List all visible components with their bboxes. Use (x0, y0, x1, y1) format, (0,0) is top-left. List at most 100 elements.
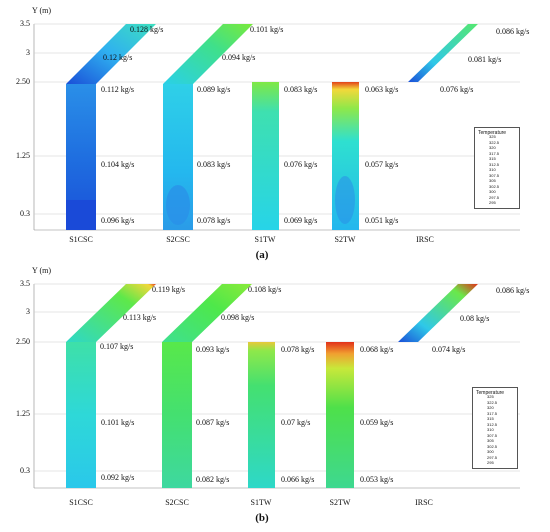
legend-tick-label: 297.5 (487, 454, 498, 460)
flow-rate-label: 0.092 kg/s (101, 473, 135, 482)
flow-rate-label: 0.113 kg/s (123, 313, 157, 322)
legend-tick-label: 312.5 (487, 421, 498, 427)
legend-tick-label: 312.5 (489, 161, 500, 167)
y-tick-label: 3.5 (20, 279, 30, 288)
s2csc-inclined-channel (162, 284, 252, 342)
legend-tick-label: 300 (489, 189, 496, 194)
s2csc-inclined-channel (163, 24, 253, 84)
flow-rate-label: 0.083 kg/s (197, 160, 231, 169)
flow-rate-label: 0.093 kg/s (196, 345, 230, 354)
temperature-contour-plot-a (33, 23, 520, 231)
s1csc-inclined-channel (66, 24, 156, 84)
flow-rate-label: 0.098 kg/s (221, 313, 255, 322)
y-tick-label: 0.3 (20, 466, 30, 475)
temperature-legend-a: Temperature 325 322.5 320 317.5 315 312.5 310 3… (474, 127, 520, 209)
legend-tick-label: 315 (487, 416, 494, 421)
flow-rate-label: 0.096 kg/s (101, 216, 135, 225)
flow-rate-label: 0.066 kg/s (281, 475, 315, 484)
figure-panel-a: Y (m) 3.5 3 2.50 1.25 0.3 0.128 kg/s 0.1… (16, 6, 530, 261)
temperature-legend-b: Temperature 325 322.5 320 317.5 315 312.5 310 3… (472, 387, 518, 469)
flow-rate-label: 0.078 kg/s (281, 345, 315, 354)
flow-rate-label: 0.081 kg/s (468, 55, 502, 64)
flow-rate-label: 0.112 kg/s (101, 85, 135, 94)
s2tw-channel (326, 342, 354, 488)
s1csc-vertical-channel (66, 342, 96, 488)
flow-rate-label: 0.059 kg/s (360, 418, 394, 427)
legend-tick-label: 315 (489, 156, 496, 161)
flow-rate-label: 0.087 kg/s (196, 418, 230, 427)
flow-rate-label: 0.086 kg/s (496, 27, 530, 36)
irsc-inclined-channel (398, 284, 478, 342)
flow-rate-label: 0.119 kg/s (152, 285, 186, 294)
s1tw-channel (248, 342, 275, 488)
flow-rate-label: 0.107 kg/s (100, 342, 134, 351)
flow-rate-label: 0.069 kg/s (284, 216, 318, 225)
x-label-irsc: IRSC (415, 498, 433, 507)
flow-rate-label: 0.08 kg/s (460, 314, 490, 323)
x-label-s1csc: S1CSC (69, 498, 93, 507)
legend-tick-label: 320 (487, 405, 494, 410)
x-label-s2csc: S2CSC (165, 498, 189, 507)
flow-rate-label: 0.076 kg/s (440, 85, 474, 94)
y-tick-label: 2.50 (16, 77, 30, 86)
x-label-s1csc: S1CSC (69, 235, 93, 244)
legend-tick-label: 317.5 (487, 410, 498, 416)
legend-tick-label: 310 (487, 427, 494, 432)
y-tick-label: 1.25 (16, 151, 30, 160)
legend-tick-label: 317.5 (489, 150, 500, 156)
legend-tick-label: 300 (487, 449, 494, 454)
legend-tick-label: 305 (489, 178, 496, 183)
flow-rate-label: 0.108 kg/s (248, 285, 282, 294)
legend-tick-label: 325 (489, 134, 496, 139)
flow-rate-label: 0.082 kg/s (196, 475, 230, 484)
legend-tick-label: 302.5 (487, 443, 498, 449)
legend-tick-label: 297.5 (489, 194, 500, 200)
legend-tick-label: 310 (489, 167, 496, 172)
flow-rate-label: 0.089 kg/s (197, 85, 231, 94)
legend-title: Temperature (476, 390, 505, 396)
x-label-s2tw: S2TW (329, 498, 351, 507)
panel-caption-b: (b) (255, 512, 269, 524)
legend-tick-label: 322.5 (487, 399, 498, 405)
flow-rate-label: 0.051 kg/s (365, 216, 399, 225)
x-label-s2csc: S2CSC (166, 235, 190, 244)
legend-tick-label: 307.5 (487, 432, 498, 438)
flow-rate-label: 0.07 kg/s (281, 418, 311, 427)
y-tick-label: 3 (26, 48, 30, 57)
legend-tick-label: 295 (489, 200, 496, 205)
x-label-s1tw: S1TW (254, 235, 276, 244)
flow-rate-label: 0.074 kg/s (432, 345, 466, 354)
flow-rate-label: 0.12 kg/s (103, 53, 133, 62)
flow-rate-label: 0.063 kg/s (365, 85, 399, 94)
legend-tick-label: 302.5 (489, 183, 500, 189)
flow-rate-label: 0.104 kg/s (101, 160, 135, 169)
y-tick-label: 1.25 (16, 409, 30, 418)
s2csc-vertical-channel (162, 342, 192, 488)
legend-title: Temperature (478, 130, 507, 136)
legend-tick-label: 322.5 (489, 139, 500, 145)
plot-frame-b (33, 284, 520, 489)
flow-rate-label: 0.101 kg/s (250, 25, 284, 34)
y-tick-label: 3.5 (20, 19, 30, 28)
s1tw-channel (252, 82, 279, 230)
legend-tick-label: 295 (487, 460, 494, 465)
flow-rate-label: 0.068 kg/s (360, 345, 394, 354)
flow-rate-label: 0.128 kg/s (130, 25, 164, 34)
legend-tick-label: 320 (489, 145, 496, 150)
flow-rate-label: 0.086 kg/s (496, 286, 530, 295)
legend-tick-label: 307.5 (489, 172, 500, 178)
flow-rate-label: 0.101 kg/s (101, 418, 135, 427)
flow-rate-label: 0.053 kg/s (360, 475, 394, 484)
s1csc-inclined-channel (66, 284, 156, 342)
x-label-s2tw: S2TW (334, 235, 356, 244)
irsc-inclined-channel (408, 24, 478, 82)
x-label-irsc: IRSC (416, 235, 434, 244)
flow-rate-label: 0.057 kg/s (365, 160, 399, 169)
y-axis-title-a: Y (m) (32, 6, 52, 15)
legend-tick-label: 325 (487, 394, 494, 399)
y-tick-label: 2.50 (16, 337, 30, 346)
panel-caption-a: (a) (255, 249, 269, 261)
y-tick-label: 3 (26, 307, 30, 316)
flow-rate-label: 0.076 kg/s (284, 160, 318, 169)
figure-panel-b: Y (m) 3.5 3 2.50 1.25 0.3 0.119 kg/s 0.1… (0, 266, 550, 532)
